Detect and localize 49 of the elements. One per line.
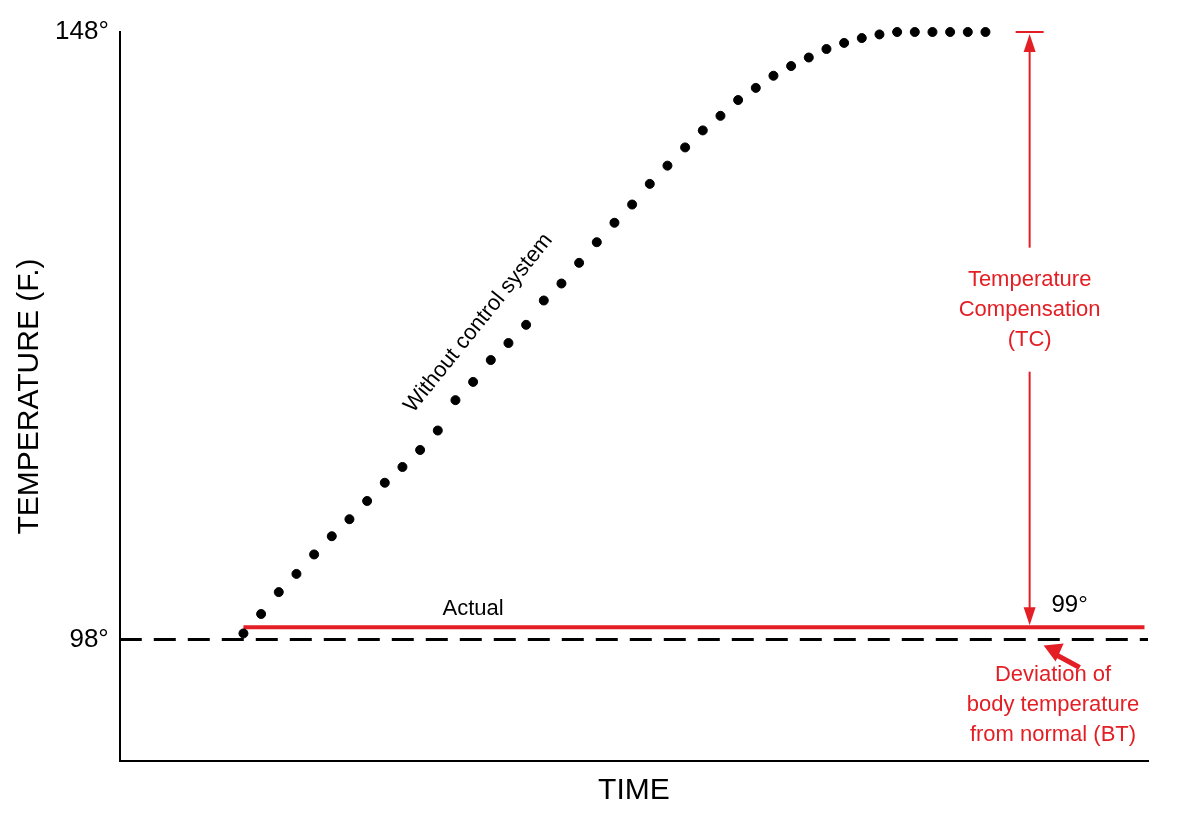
point: [309, 549, 320, 560]
point: [892, 27, 903, 37]
y-tick-label: 148°: [55, 15, 109, 46]
point: [697, 125, 708, 136]
point: [980, 27, 991, 37]
point: [326, 531, 337, 542]
point: [379, 477, 390, 488]
point: [945, 27, 956, 37]
point: [627, 199, 638, 210]
point: [715, 110, 726, 121]
point: [291, 568, 302, 579]
point: [397, 461, 408, 472]
point: [909, 27, 920, 37]
point: [609, 217, 620, 228]
point: [556, 278, 567, 289]
point: [680, 142, 691, 153]
point: [538, 295, 549, 306]
point: [874, 29, 885, 40]
point: [521, 319, 532, 330]
point: [733, 95, 744, 106]
point: [432, 425, 443, 436]
point: [662, 160, 673, 171]
point: [927, 27, 938, 37]
x-axis-title: TIME: [598, 772, 670, 806]
point: [574, 257, 585, 268]
series-label: Actual: [442, 595, 504, 621]
point: [644, 178, 655, 189]
point: [786, 61, 797, 72]
point: [591, 237, 602, 248]
point: [962, 27, 973, 37]
point: [750, 82, 761, 93]
point: [803, 52, 814, 63]
point: [468, 376, 479, 387]
point: [415, 444, 426, 455]
y-tick-label: 98°: [69, 622, 109, 653]
annotation: Temperature Compensation (TC): [958, 265, 1101, 351]
y-axis-title: TEMPERATURE (F.): [11, 258, 45, 535]
point: [256, 608, 267, 619]
point: [821, 44, 832, 55]
annotation: 99°: [1051, 589, 1088, 617]
point: [485, 355, 496, 366]
point: [362, 495, 373, 506]
point: [238, 628, 249, 639]
point: [768, 70, 779, 81]
point: [839, 37, 850, 48]
point: [344, 514, 355, 525]
point: [856, 33, 867, 44]
point: [273, 587, 284, 598]
annotation: Deviation of body temperature from normal (BT): [966, 660, 1140, 746]
